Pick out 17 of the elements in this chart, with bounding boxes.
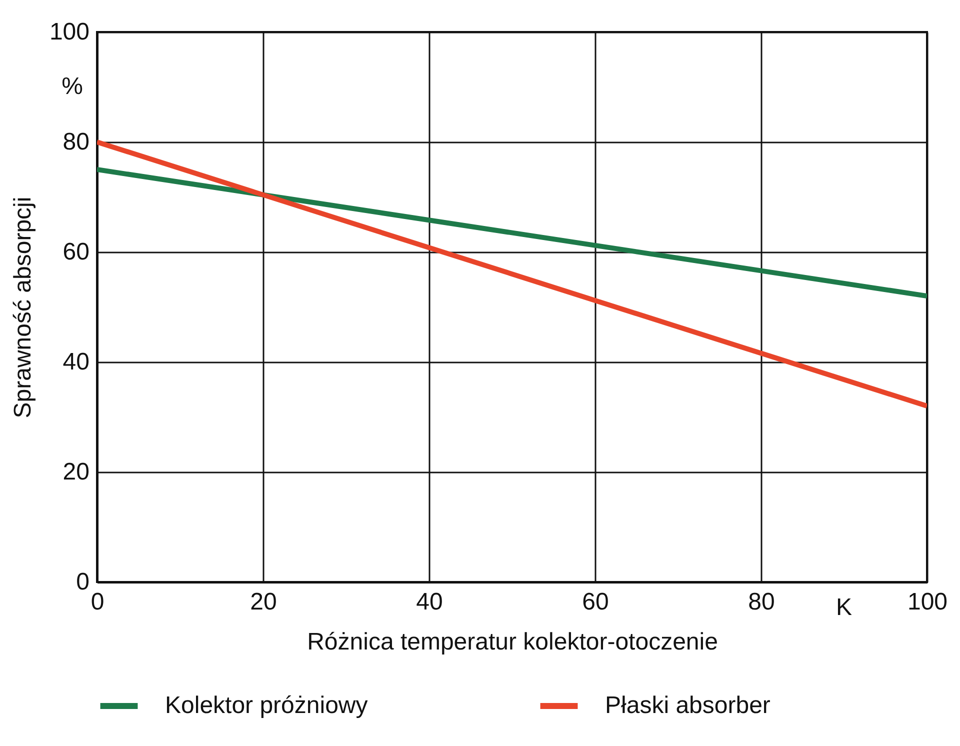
- x-tick-label: 80: [748, 588, 775, 616]
- x-tick-label: 100: [907, 588, 948, 616]
- y-tick-label: 40: [62, 348, 90, 376]
- y-tick-label: 80: [62, 128, 90, 156]
- y-tick-label: 60: [62, 238, 90, 266]
- text: K: [836, 594, 852, 621]
- text: %: [62, 73, 83, 100]
- y-tick-label: 0: [76, 568, 90, 596]
- x-axis-title: Różnica temperatur kolektor-otoczenie: [307, 628, 718, 656]
- y-axis-title: Sprawność absorpcji: [9, 196, 36, 418]
- legend-label: Kolektor próżniowy: [165, 692, 368, 719]
- y-tick-label: 20: [62, 458, 90, 486]
- x-tick-label: 40: [416, 588, 443, 616]
- legend-label: Płaski absorber: [605, 692, 770, 719]
- x-tick-label: 60: [582, 588, 609, 616]
- y-tick-label: 100: [49, 18, 90, 46]
- x-tick-label: 20: [250, 588, 277, 616]
